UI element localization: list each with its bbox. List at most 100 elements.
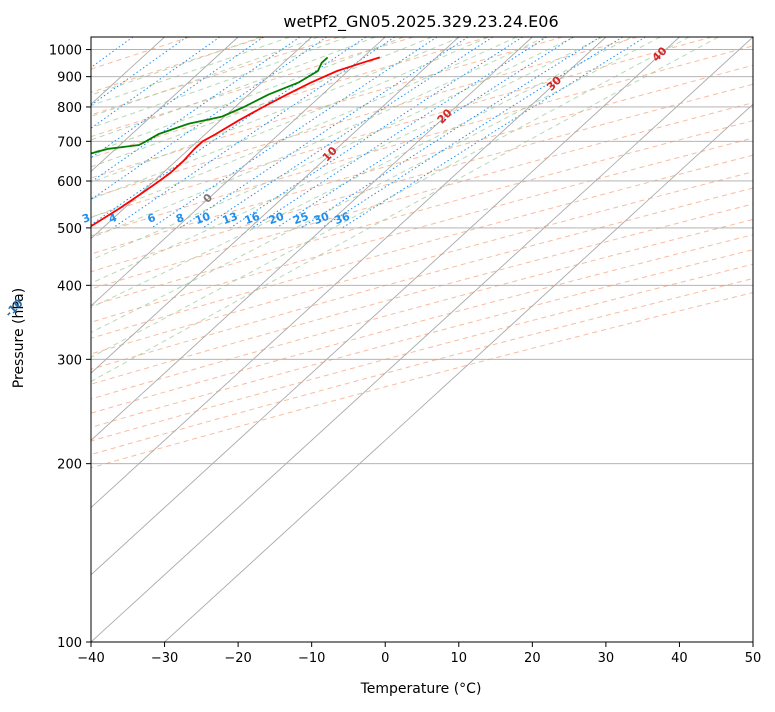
y-tick-label: 400: [57, 279, 82, 294]
moist-adiabat: [91, 37, 348, 129]
dry-adiabat: [91, 37, 414, 138]
moist-adiabat: [91, 37, 690, 358]
moist-adiabat: [91, 37, 518, 219]
x-tick-label: −30: [151, 651, 178, 666]
background-lines: [0, 37, 753, 642]
y-ticks: 100 200 300 400 500 600 700 800 900 1000: [49, 44, 91, 651]
moist-adiabat: [91, 37, 376, 141]
dry-adiabat: [91, 102, 753, 290]
x-tick-label: −10: [298, 651, 325, 666]
mixing-ratio-label: 25: [292, 210, 311, 227]
dry-adiabat: [91, 171, 753, 355]
dry-adiabat: [91, 37, 190, 70]
y-axis-label: Pressure (hPa): [11, 288, 27, 388]
mixing-ratio-label: 13: [221, 210, 240, 227]
mixing-ratio-label: 8: [174, 211, 186, 226]
mixing-ratio-line: [252, 37, 547, 229]
isotherm-line: [91, 37, 753, 642]
isotherm-line: [91, 37, 239, 173]
x-ticks: −40 −30 −20 −10 0 10 20 30 40 50: [77, 642, 761, 666]
dry-adiabat: [91, 278, 753, 456]
dry-adiabat: [91, 37, 563, 179]
moist-adiabat: [91, 37, 433, 168]
temperature-profile: [91, 56, 381, 228]
isotherm-line: [91, 37, 680, 576]
mixing-ratio-label: 4: [107, 211, 119, 226]
dry-adiabat: [91, 37, 489, 159]
y-tick-label: 700: [57, 135, 82, 150]
mixing-ratio-label: 6: [146, 211, 158, 226]
profiles: [91, 56, 381, 228]
mixing-ratio-line: [0, 37, 83, 228]
moist-adiabat: [91, 37, 632, 309]
dewpoint-profile: [91, 56, 329, 155]
mixing-ratio-line: [321, 37, 623, 229]
y-tick-label: 600: [57, 175, 82, 190]
isotherm-line: [91, 37, 607, 509]
mixing-ratio-line: [91, 37, 134, 68]
mixing-ratio-labels: 3 4 6 8 10 13 16 20 25 30 36: [80, 210, 352, 228]
moist-adiabat: [91, 37, 319, 117]
mixing-ratio-label: 16: [243, 210, 262, 228]
moist-adiabat: [91, 37, 262, 96]
mixing-ratio-line: [202, 37, 493, 229]
isotherm-line: [164, 103, 753, 642]
x-tick-label: 30: [598, 651, 615, 666]
dry-adiabat: [91, 64, 753, 255]
moist-adiabat: [91, 37, 661, 334]
moist-adiabat: [91, 37, 603, 284]
dry-adiabat: [91, 37, 638, 199]
moist-adiabat: [91, 37, 489, 200]
plot-frame: [90, 36, 754, 643]
dry-adiabat: [91, 292, 753, 469]
isotherm-line: [91, 37, 386, 307]
y-tick-label: 500: [57, 222, 82, 237]
mixing-ratio-line: [300, 37, 601, 229]
dry-adiabat: [91, 37, 340, 116]
y-tick-label: 900: [57, 71, 82, 86]
mixing-ratio-label: 36: [333, 210, 352, 228]
dry-adiabat: [91, 37, 265, 93]
x-tick-label: 10: [451, 651, 468, 666]
mixing-ratio-label: 30: [312, 210, 331, 228]
x-tick-label: 0: [381, 651, 389, 666]
x-tick-label: −40: [77, 651, 104, 666]
x-tick-label: 20: [524, 651, 541, 666]
x-tick-label: 40: [671, 651, 688, 666]
dry-adiabat: [91, 249, 753, 428]
moist-adiabat: [91, 37, 575, 261]
y-tick-label: 300: [57, 353, 82, 368]
mixing-ratio-line: [229, 37, 523, 229]
dry-adiabat: [91, 37, 712, 218]
mixing-ratio-line: [276, 37, 574, 229]
mixing-ratio-label: 3: [80, 211, 92, 226]
mixing-ratio-line: [91, 37, 187, 106]
mixing-ratio-line: [91, 37, 221, 129]
dry-adiabat: [91, 234, 753, 414]
y-tick-label: 800: [57, 101, 82, 116]
x-tick-label: −20: [224, 651, 251, 666]
y-tick-label: 200: [57, 458, 82, 473]
mixing-ratio-line: [151, 37, 438, 229]
isotherm-line: [91, 37, 312, 240]
mixing-ratio-label: 10: [193, 210, 212, 228]
mixing-ratio-line: [91, 37, 264, 159]
mixing-ratio-line: [342, 37, 646, 229]
y-tick-label: 100: [57, 636, 82, 651]
mixing-ratio-label: 20: [267, 210, 286, 228]
moist-adiabat: [91, 37, 461, 183]
moist-adiabat: [91, 37, 546, 239]
dry-adiabat: [91, 154, 753, 339]
mixing-ratio-line: [91, 37, 327, 201]
moist-adiabat: [91, 37, 290, 107]
dry-adiabat: [91, 83, 753, 273]
x-tick-label: 50: [745, 651, 762, 666]
chart-title: wetPf2_GN05.2025.329.23.24.E06: [283, 12, 558, 32]
mixing-ratio-line: [91, 37, 301, 183]
isotherm-line: [91, 37, 460, 374]
x-axis-label: Temperature (°C): [360, 681, 482, 697]
isotherm-line: [91, 37, 533, 441]
